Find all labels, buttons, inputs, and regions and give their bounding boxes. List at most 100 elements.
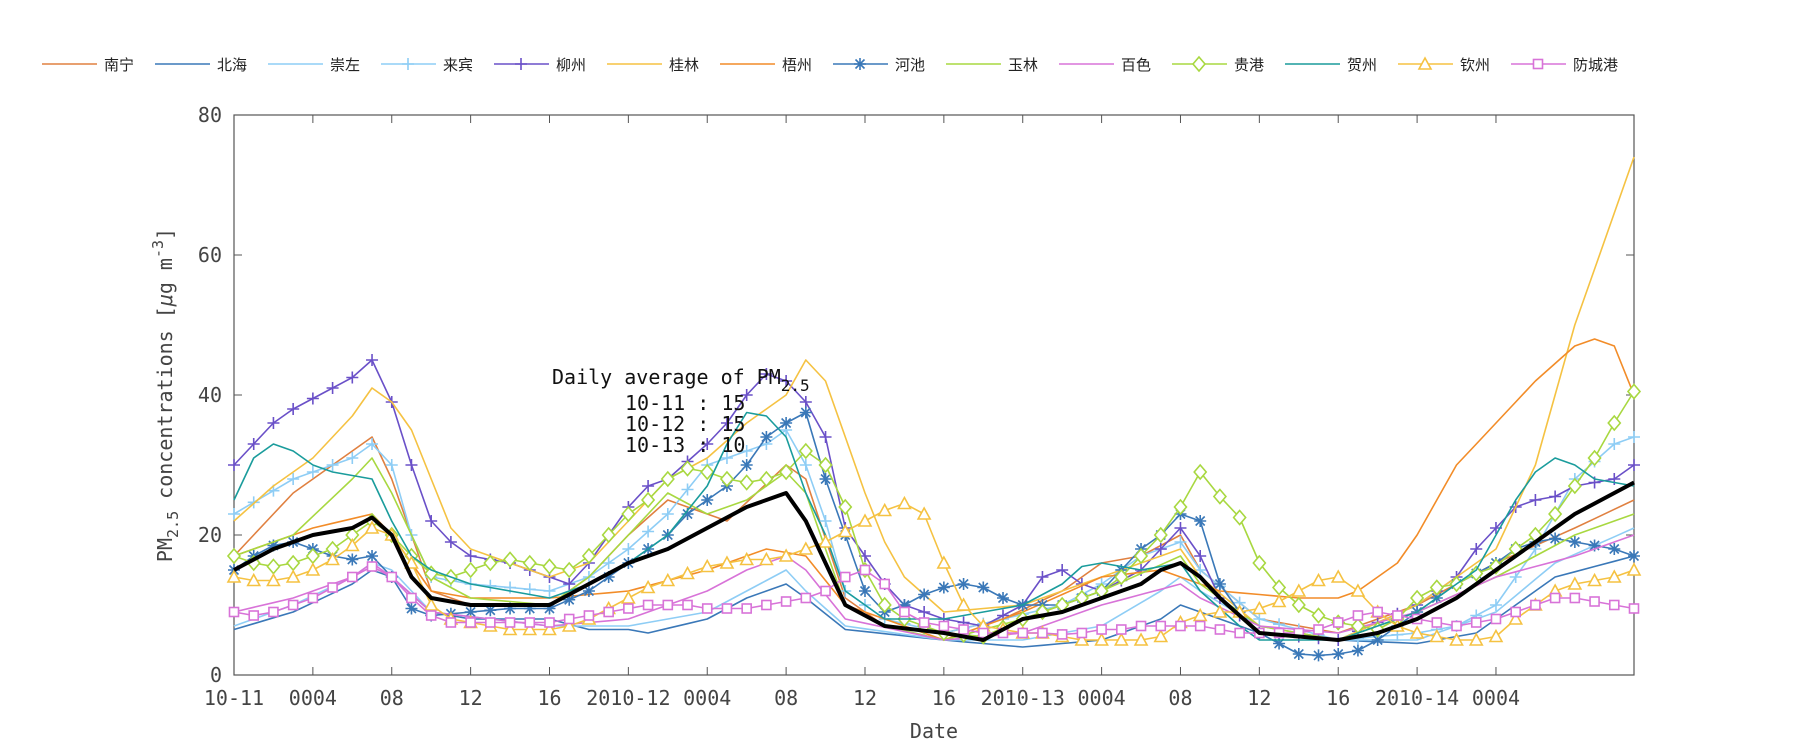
- data-point-marker: [1174, 522, 1187, 534]
- legend-entry: 桂林: [607, 56, 699, 74]
- axis-ticks: 0 20 40 60 80 10-11 0004 08 12 16 2010-12 0004 08 12 1…: [198, 103, 1634, 710]
- annotation-title-sub: 2.5: [781, 376, 810, 395]
- data-point-marker: [759, 470, 774, 488]
- data-point-marker: [543, 602, 556, 615]
- data-point-marker: [1470, 543, 1483, 555]
- data-point-marker: [582, 585, 595, 597]
- data-point-marker: [1429, 628, 1445, 643]
- legend-entry: 百色: [1059, 56, 1151, 74]
- data-point-marker: [898, 599, 911, 611]
- series-贺州: [233, 411, 1635, 641]
- data-point-marker: [1332, 648, 1345, 660]
- data-point-marker: [739, 551, 755, 566]
- data-point-marker: [779, 463, 794, 481]
- data-point-marker: [1194, 620, 1206, 632]
- data-point-marker: [720, 452, 733, 464]
- data-point-marker: [563, 613, 575, 625]
- legend-entry: 崇左: [268, 56, 360, 74]
- y-axis-label-sub: 2.5: [164, 511, 182, 538]
- x-tick-label: 2010-12: [586, 686, 670, 710]
- data-point-marker: [1350, 583, 1366, 597]
- data-point-marker: [562, 561, 577, 579]
- data-point-marker: [798, 541, 814, 555]
- data-point-marker: [286, 554, 301, 572]
- data-point-marker: [503, 551, 518, 568]
- y-tick-label: 20: [198, 523, 222, 547]
- data-point-marker: [1036, 571, 1049, 583]
- data-point-marker: [463, 561, 478, 579]
- annotation-line-3: 10-13 : 10: [625, 433, 745, 457]
- data-point-marker: [1608, 438, 1621, 450]
- y-axis-label-sup: -3: [149, 240, 167, 258]
- data-point-marker: [1628, 603, 1640, 614]
- data-point-marker: [1116, 624, 1127, 635]
- data-point-marker: [228, 508, 240, 520]
- data-point-marker: [621, 505, 636, 523]
- y-tick-label: 60: [198, 243, 222, 267]
- data-point-marker: [1567, 477, 1582, 495]
- data-point-marker: [1569, 592, 1581, 604]
- data-point-marker: [660, 470, 675, 488]
- x-tick-label: 12: [853, 686, 877, 710]
- data-point-marker: [1017, 627, 1029, 639]
- data-point-marker: [1074, 632, 1090, 646]
- data-point-marker: [1417, 56, 1433, 70]
- legend-label: 防城港: [1573, 56, 1618, 74]
- data-point-marker: [464, 606, 477, 618]
- data-point-marker: [719, 470, 735, 488]
- data-point-marker: [1253, 613, 1266, 625]
- legend-label: 柳州: [556, 56, 586, 74]
- data-point-marker: [1626, 383, 1642, 400]
- data-point-marker: [1529, 494, 1542, 506]
- legend-entry: 防城港: [1511, 56, 1618, 74]
- data-point-marker: [1214, 624, 1226, 635]
- data-point-marker: [504, 617, 516, 628]
- data-point-marker: [719, 555, 735, 569]
- data-point-marker: [542, 621, 557, 636]
- legend-entry: 玉林: [946, 56, 1038, 74]
- series-line: [233, 480, 1635, 642]
- legend-label: 北海: [217, 56, 247, 74]
- data-point-marker: [859, 564, 871, 576]
- data-point-marker: [818, 456, 833, 474]
- daily-average-annotation: Daily average of PM2.5 10-11 : 15 10-12 …: [552, 365, 810, 457]
- data-point-marker: [266, 558, 281, 575]
- x-tick-label: 08: [380, 686, 404, 710]
- y-tick-label: 80: [198, 103, 222, 127]
- data-point-marker: [228, 606, 240, 618]
- data-point-marker: [819, 431, 832, 443]
- data-point-marker: [720, 417, 733, 429]
- data-point-marker: [563, 578, 576, 590]
- series-daily-average: [233, 480, 1635, 642]
- data-point-marker: [563, 593, 576, 606]
- series-梧州: [233, 338, 1635, 641]
- data-point-marker: [700, 463, 715, 481]
- annotation-line-2: 10-12 : 15: [625, 412, 745, 436]
- data-point-marker: [344, 537, 360, 552]
- legend: 南宁 北海 崇左 来宾 柳州 桂林 梧州 河池 玉林 百色 贵港 贺州 钦州 防城港: [42, 55, 1618, 74]
- data-point-marker: [699, 558, 715, 573]
- data-point-marker: [739, 474, 754, 491]
- data-point-marker: [918, 617, 930, 628]
- data-point-marker: [1212, 604, 1228, 618]
- data-point-marker: [958, 624, 969, 635]
- data-point-marker: [820, 585, 831, 597]
- data-point-marker: [977, 581, 990, 594]
- data-point-marker: [623, 603, 634, 614]
- data-point-marker: [287, 599, 299, 611]
- data-point-marker: [425, 515, 438, 527]
- data-point-marker: [819, 473, 832, 485]
- data-point-marker: [1173, 498, 1188, 516]
- data-point-marker: [681, 483, 694, 496]
- series-line: [233, 156, 1635, 641]
- legend-label: 南宁: [104, 56, 134, 74]
- x-tick-label: 0004: [289, 686, 337, 710]
- data-point-marker: [956, 597, 971, 611]
- data-point-marker: [798, 442, 813, 460]
- data-point-marker: [226, 547, 242, 565]
- data-point-marker: [248, 610, 260, 621]
- y-tick-label: 0: [210, 663, 222, 687]
- data-point-marker: [661, 508, 674, 520]
- data-point-marker: [1155, 620, 1167, 632]
- data-point-marker: [307, 592, 319, 604]
